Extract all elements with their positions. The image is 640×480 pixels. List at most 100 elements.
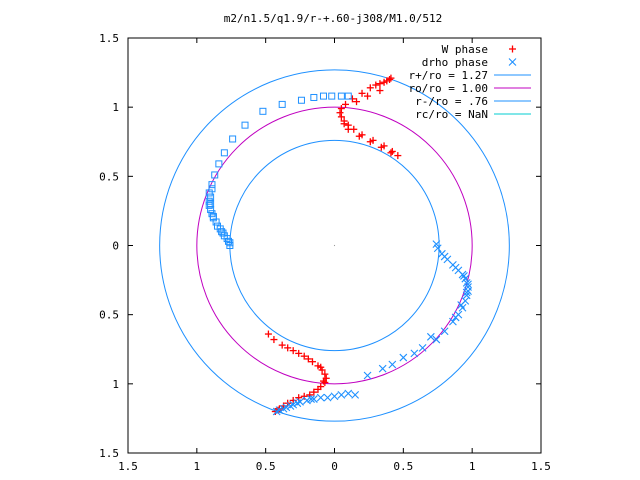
marker-stroke xyxy=(323,393,332,402)
w-phase-point xyxy=(353,98,361,106)
w-phase-point xyxy=(386,76,394,83)
square-point xyxy=(226,242,234,249)
w-phase-point xyxy=(342,100,350,108)
marker-stroke xyxy=(363,371,372,380)
marker-stroke xyxy=(451,313,460,322)
marker-stroke xyxy=(399,353,408,362)
drho-phase-point xyxy=(337,391,346,399)
drho-phase-point xyxy=(316,393,325,402)
w-phase-point xyxy=(387,149,395,157)
legend-label: rc/ro = NaN xyxy=(415,108,488,121)
legend-marker xyxy=(509,45,516,53)
legend-marker xyxy=(508,58,517,66)
marker-stroke xyxy=(449,317,457,326)
drho-phase-point xyxy=(330,392,339,401)
y-tick-label: 1 xyxy=(112,101,119,114)
y-tick-label: 0.5 xyxy=(99,309,119,322)
y-tick-label: 1 xyxy=(112,378,119,391)
square-point xyxy=(218,228,226,236)
square-point xyxy=(328,92,336,100)
drho-phase-point xyxy=(286,402,295,410)
w-phase-point xyxy=(300,392,308,400)
square-point xyxy=(220,149,228,157)
w-phase-point xyxy=(376,80,384,88)
square-point xyxy=(207,193,215,201)
square-point xyxy=(211,171,219,179)
drho-phase-point xyxy=(410,349,419,358)
square-point xyxy=(207,200,215,208)
y-tick-label: 1.5 xyxy=(99,32,119,45)
drho-phase-point xyxy=(344,389,353,398)
w-phase-point xyxy=(376,87,384,95)
w-phase-point xyxy=(304,355,312,363)
drho-phase-point xyxy=(388,360,397,369)
drho-phase-point xyxy=(440,327,449,336)
square-point xyxy=(205,201,213,209)
marker-stroke xyxy=(462,288,471,297)
drho-phase-point xyxy=(451,263,460,272)
marker-stroke xyxy=(307,395,315,403)
marker-stroke xyxy=(462,291,471,300)
legend-label: drho phase xyxy=(422,56,488,69)
drho-phase-point xyxy=(399,353,408,362)
drho-phase-point xyxy=(363,371,372,380)
square-point xyxy=(241,121,249,129)
drho-phase-point xyxy=(323,393,332,402)
marker-stroke xyxy=(303,396,311,405)
w-phase-point xyxy=(387,74,395,82)
w-phase-point xyxy=(289,347,297,355)
marker-stroke xyxy=(464,280,472,289)
w-phase-point xyxy=(344,125,352,133)
marker-stroke xyxy=(433,244,442,253)
w-phase-point xyxy=(394,152,402,160)
w-phase-point xyxy=(308,358,316,366)
drho-phase-point xyxy=(433,244,442,253)
w-phase-point xyxy=(270,336,278,344)
square-point xyxy=(215,160,223,168)
marker-stroke xyxy=(457,301,466,309)
drho-phase-point xyxy=(464,280,472,289)
x-tick-label: 1 xyxy=(469,460,476,473)
w-phase-point xyxy=(358,89,366,97)
w-phase-point xyxy=(264,330,272,338)
marker-stroke xyxy=(337,391,346,399)
chart-title: m2/n1.5/q1.9/r-+.60-j308/M1.0/512 xyxy=(224,12,443,25)
square-point xyxy=(208,185,216,193)
w-phase-point xyxy=(340,120,348,128)
x-tick-label: 0.5 xyxy=(393,460,413,473)
marker-stroke xyxy=(309,395,318,403)
drho-phase-point xyxy=(451,313,460,322)
drho-phase-point xyxy=(460,272,468,280)
radius-circle xyxy=(196,106,473,385)
marker-stroke xyxy=(432,240,441,249)
x-tick-label: 1.5 xyxy=(531,460,551,473)
drho-phase-point xyxy=(303,396,311,405)
radius-circle xyxy=(159,69,510,422)
y-tick-label: 0.5 xyxy=(99,170,119,183)
w-phase-point xyxy=(337,105,345,113)
marker-stroke xyxy=(286,402,295,410)
w-phase-point xyxy=(377,143,385,151)
data-points xyxy=(205,74,472,416)
drho-phase-point xyxy=(293,399,302,408)
drho-phase-point xyxy=(272,407,281,416)
marker-stroke xyxy=(440,327,449,336)
marker-stroke xyxy=(451,263,460,272)
y-tick-label: 1.5 xyxy=(99,447,119,460)
drho-phase-point xyxy=(449,317,457,326)
legend-label: r+/ro = 1.27 xyxy=(409,69,488,82)
w-phase-point xyxy=(366,84,374,92)
square-point xyxy=(319,92,327,100)
square-point xyxy=(224,237,232,245)
axes: 1.5 1 0.5 0 0.5 1 1.51.510.500.511.5 xyxy=(99,32,551,473)
x-tick-label: 1 xyxy=(194,460,201,473)
w-phase-point xyxy=(295,349,303,357)
drho-phase-point xyxy=(279,404,288,413)
w-phase-point xyxy=(388,147,396,155)
marker-stroke xyxy=(432,335,441,344)
drho-phase-point xyxy=(309,395,318,403)
w-phase-point xyxy=(366,138,374,146)
square-point xyxy=(278,100,286,108)
